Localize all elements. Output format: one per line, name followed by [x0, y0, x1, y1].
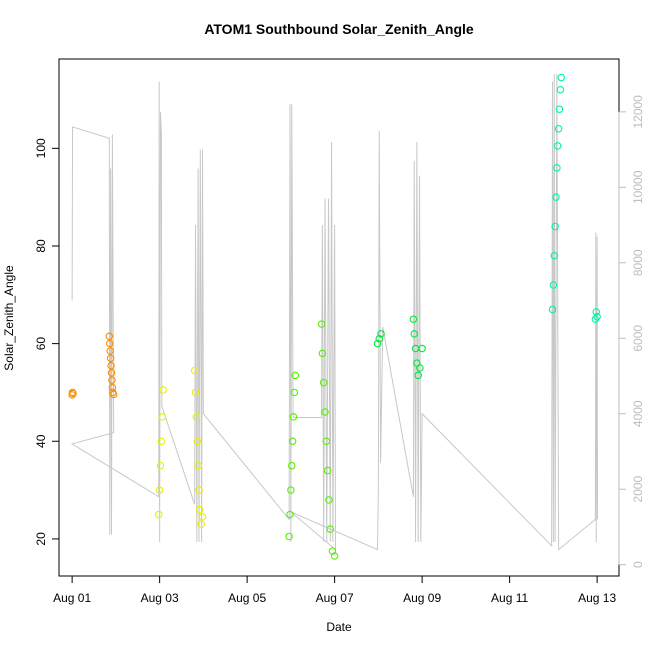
data-point [106, 354, 115, 363]
data-point [409, 315, 418, 323]
data-point [548, 305, 557, 314]
data-point [555, 105, 564, 114]
y2-tick-label: 2000 [631, 476, 645, 503]
data-point [196, 505, 204, 514]
secondary-line-layer [70, 74, 599, 551]
data-point [194, 461, 202, 470]
y-tick-label: 80 [34, 239, 48, 253]
data-point [286, 510, 294, 519]
data-point [156, 461, 165, 470]
data-point [289, 413, 298, 421]
data-point [69, 389, 77, 398]
data-point [287, 486, 295, 494]
data-point [330, 552, 339, 560]
data-point [109, 390, 118, 399]
data-point [321, 408, 329, 416]
y2-tick-label: 6000 [631, 325, 645, 352]
data-point [323, 466, 332, 475]
data-point [414, 371, 422, 380]
points-layer [68, 73, 601, 560]
data-point [195, 486, 203, 494]
data-point [593, 313, 601, 321]
x-axis-label: Date [326, 620, 352, 634]
data-point [550, 251, 558, 260]
data-point [107, 361, 115, 370]
data-point [108, 376, 116, 384]
x-tick-label: Aug 11 [491, 591, 528, 605]
data-point [155, 486, 164, 494]
x-tick-label: Aug 03 [141, 591, 179, 605]
data-point [410, 330, 418, 338]
data-point [418, 344, 426, 353]
data-point [105, 332, 114, 341]
x-axis: Aug 01 Aug 03 Aug 05 Aug 07 Aug 09 Aug 11 Aug … [53, 575, 616, 605]
data-point [285, 532, 293, 541]
data-point [553, 164, 561, 172]
data-point [328, 547, 337, 555]
y2-tick-label: 8000 [631, 249, 645, 276]
data-point [375, 334, 383, 343]
x-tick-label: Aug 07 [316, 591, 354, 605]
y2-tick-label: 4000 [631, 400, 645, 427]
y-tick-label: 40 [34, 434, 48, 448]
data-point [288, 437, 297, 446]
data-point [552, 193, 560, 201]
y2-tick-label: 12000 [631, 95, 645, 129]
data-point [549, 281, 558, 289]
x-tick-label: Aug 05 [228, 591, 266, 605]
data-point [322, 437, 331, 446]
data-point [158, 413, 167, 421]
data-point [191, 388, 200, 397]
data-point [557, 73, 565, 82]
x-tick-label: Aug 13 [578, 591, 616, 605]
data-point [553, 142, 562, 150]
y-axis-right: 0 2000 4000 6000 8000 10000 12000 [618, 95, 645, 568]
y2-tick-label: 0 [631, 561, 645, 568]
x-tick-label: Aug 01 [53, 591, 91, 605]
data-point [554, 125, 563, 133]
data-point [106, 339, 114, 348]
data-point [198, 513, 207, 521]
plot-frame [58, 58, 620, 577]
data-point [108, 383, 117, 392]
data-point [157, 437, 166, 446]
data-point [291, 371, 299, 380]
data-point [318, 349, 327, 358]
data-point [317, 320, 326, 328]
chart-title: ATOM1 Southbound Solar_Zenith_Angle [204, 21, 474, 37]
data-point [197, 520, 205, 528]
data-point [556, 86, 565, 94]
y2-tick-label: 10000 [631, 170, 645, 204]
data-point [106, 347, 114, 355]
data-point [377, 330, 385, 338]
data-point [290, 388, 299, 397]
data-point [319, 378, 328, 387]
data-point [416, 364, 424, 372]
y-tick-label: 20 [34, 532, 48, 546]
x-tick-label: Aug 09 [403, 591, 441, 605]
data-point [373, 339, 382, 348]
data-point [325, 496, 333, 504]
y-axis-label: Solar_Zenith_Angle [2, 265, 16, 371]
y-tick-label: 100 [34, 138, 48, 158]
data-point [190, 366, 199, 375]
data-point [287, 461, 296, 470]
data-point [192, 413, 201, 421]
data-point [155, 510, 163, 519]
y-axis-left: 20 40 60 80 100 [34, 138, 60, 546]
data-point [326, 525, 334, 533]
data-point [107, 369, 116, 377]
data-point [592, 308, 600, 316]
secondary-line [70, 74, 599, 551]
data-point [193, 437, 202, 446]
data-point [159, 386, 167, 394]
data-point [551, 222, 559, 231]
y-tick-label: 60 [34, 337, 48, 351]
